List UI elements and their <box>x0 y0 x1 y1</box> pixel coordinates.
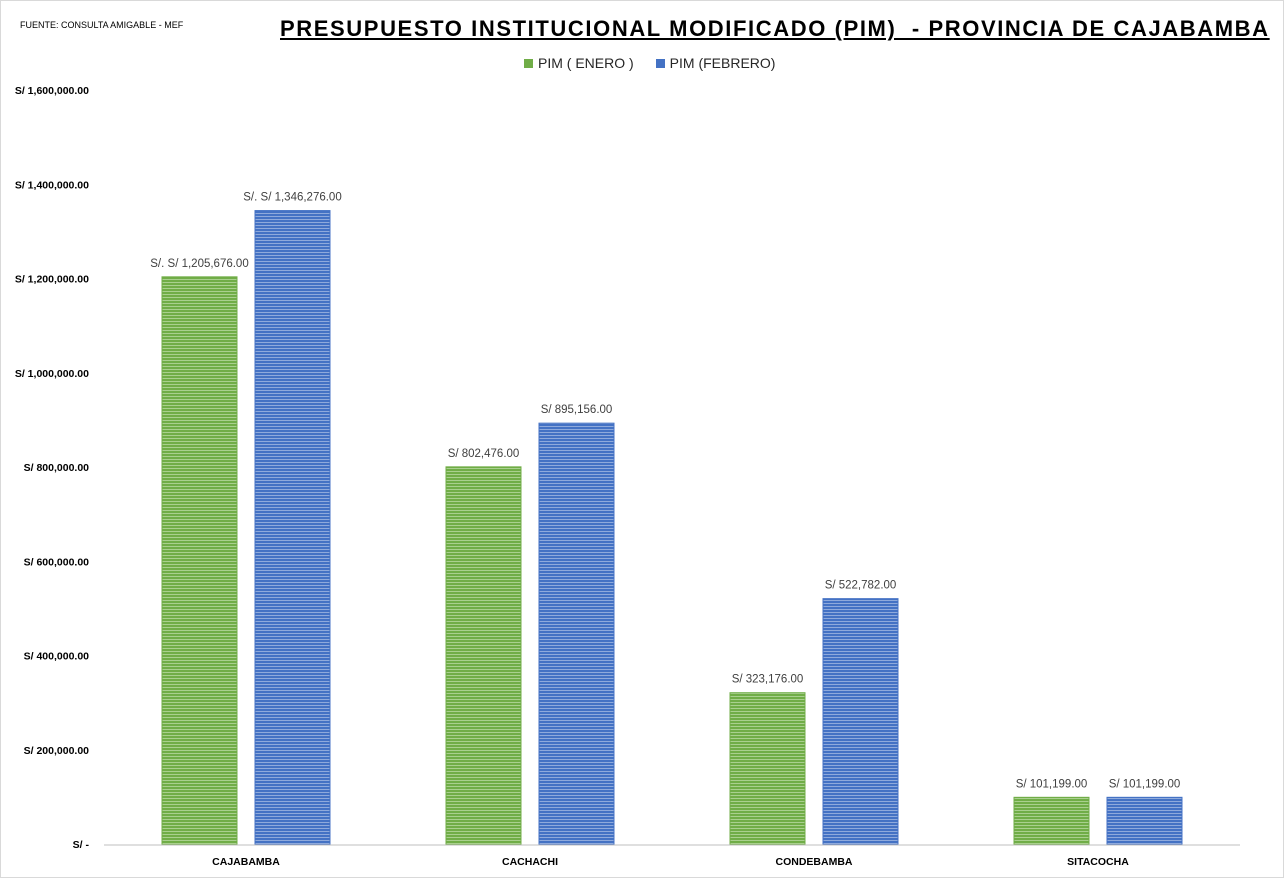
bar-enero <box>729 692 806 846</box>
y-tick-label: S/ - <box>73 839 90 851</box>
data-label: S/ 323,176.00 <box>732 674 804 686</box>
y-tick-label: S/ 1,400,000.00 <box>15 179 89 191</box>
x-tick-label: CACHACHI <box>502 856 558 868</box>
y-tick-label: S/ 200,000.00 <box>24 745 90 757</box>
source-note: FUENTE: CONSULTA AMIGABLE - MEF <box>20 20 184 30</box>
bar-enero <box>1013 796 1090 846</box>
y-tick-label: S/ 1,000,000.00 <box>15 368 89 380</box>
data-label: S/ 101,199.00 <box>1109 778 1181 790</box>
data-label: S/ 895,156.00 <box>541 404 613 416</box>
data-label: S/ 802,476.00 <box>448 448 520 460</box>
data-label: S/ 101,199.00 <box>1016 778 1088 790</box>
y-tick-label: S/ 800,000.00 <box>24 462 90 474</box>
legend: PIM ( ENERO ) PIM (FEBRERO) <box>524 55 797 71</box>
legend-label-febrero: PIM (FEBRERO) <box>669 55 776 71</box>
y-tick-label: S/ 400,000.00 <box>24 651 90 663</box>
legend-swatch-febrero <box>655 58 665 68</box>
bar-febrero <box>1106 796 1183 846</box>
y-tick-label: S/ 600,000.00 <box>24 556 90 568</box>
y-tick-label: S/ 1,600,000.00 <box>15 85 89 97</box>
data-label: S/. S/ 1,346,276.00 <box>243 192 341 204</box>
bar-febrero <box>538 422 615 846</box>
x-tick-label: CAJABAMBA <box>212 856 280 868</box>
bar-enero <box>161 276 238 846</box>
data-label: S/ 522,782.00 <box>825 580 897 592</box>
legend-item-enero: PIM ( ENERO ) <box>524 55 634 71</box>
legend-item-febrero: PIM (FEBRERO) <box>655 55 776 71</box>
chart-title: PRESUPUESTO INSTITUCIONAL MODIFICADO (PI… <box>280 16 1270 41</box>
x-tick-label: SITACOCHA <box>1067 856 1129 868</box>
data-label: S/. S/ 1,205,676.00 <box>150 258 248 270</box>
legend-label-enero: PIM ( ENERO ) <box>538 55 634 71</box>
x-tick-label: CONDEBAMBA <box>776 856 853 868</box>
bar-febrero <box>254 210 331 846</box>
bar-febrero <box>822 598 899 846</box>
legend-swatch-enero <box>524 58 533 68</box>
y-tick-label: S/ 1,200,000.00 <box>15 274 89 286</box>
bar-enero <box>445 466 522 846</box>
